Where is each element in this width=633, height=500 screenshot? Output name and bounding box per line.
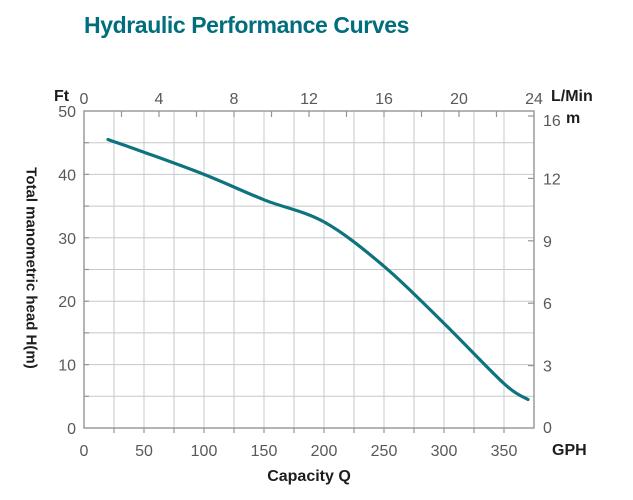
y-axis-tick-label: 10 (58, 358, 76, 375)
x-axis-tick-label: 50 (135, 443, 153, 460)
x-axis-tick-label: 350 (491, 443, 518, 460)
y-axis-tick-label: 50 (58, 104, 76, 121)
left-axis-unit-label: Ft (54, 88, 70, 105)
top-axis-tick-label: 0 (80, 91, 89, 108)
right-axis-unit-label: m (566, 110, 581, 127)
x-axis-title: Capacity Q (267, 468, 351, 485)
top-axis-tick-label: 20 (450, 91, 468, 108)
right-axis-tick-label: 6 (543, 296, 552, 313)
performance-curve (106, 137, 530, 402)
right-axis-tick-label: 12 (543, 171, 561, 188)
y-axis-tick-label: 0 (67, 421, 76, 438)
x-axis-tick-label: 0 (80, 443, 89, 460)
page-title: Hydraulic Performance Curves (84, 12, 409, 38)
bottom-axis-unit-label: GPH (552, 442, 587, 459)
x-axis-tick-label: 150 (251, 443, 278, 460)
top-axis-tick-label: 4 (155, 91, 164, 108)
right-axis-tick-label: 3 (543, 359, 552, 376)
x-axis-tick-label: 250 (371, 443, 398, 460)
y-axis-tick-label: 40 (58, 167, 76, 184)
right-axis-bottom-label: 0 (543, 420, 552, 437)
top-axis-tick-label: 12 (300, 91, 318, 108)
x-axis-tick-label: 100 (191, 443, 218, 460)
x-axis-tick-label: 300 (431, 443, 458, 460)
x-axis-tick-label: 200 (311, 443, 338, 460)
top-axis-tick-label: 16 (375, 91, 393, 108)
right-axis-tick-label: 9 (543, 234, 552, 251)
top-axis-tick-label: 24 (525, 91, 543, 108)
top-axis-tick-label: 8 (230, 91, 239, 108)
y-axis-tick-label: 30 (58, 231, 76, 248)
y-axis-tick-label: 20 (58, 294, 76, 311)
right-axis-top-label: 16 (543, 113, 561, 130)
top-axis-unit-label: L/Min (551, 88, 593, 105)
